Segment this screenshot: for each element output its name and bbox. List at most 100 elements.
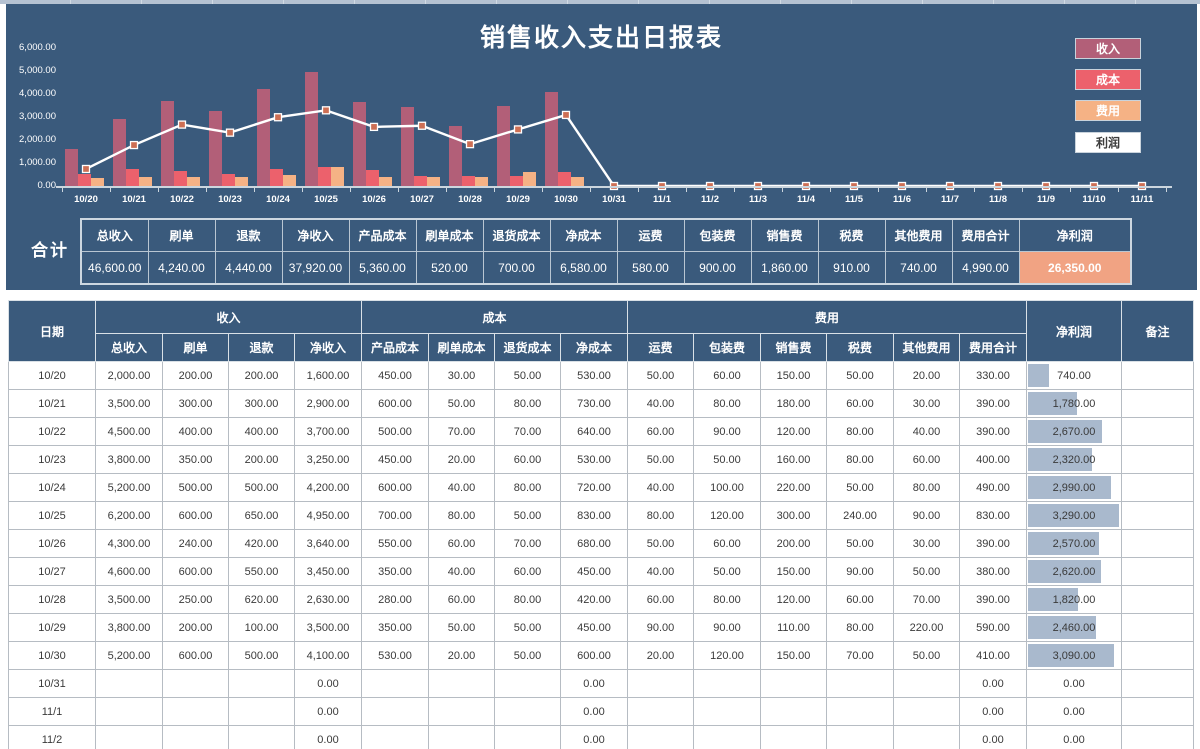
row-date-cell[interactable]: 10/31 bbox=[8, 669, 96, 698]
table-cell[interactable] bbox=[162, 669, 229, 698]
table-cell[interactable]: 0.00 bbox=[560, 725, 628, 749]
table-cell[interactable] bbox=[893, 669, 960, 698]
totals-value-cell[interactable]: 900.00 bbox=[683, 251, 752, 285]
table-cell[interactable]: 600.00 bbox=[162, 641, 229, 670]
column-subheader[interactable]: 刷单 bbox=[162, 333, 229, 362]
table-cell[interactable]: 120.00 bbox=[760, 585, 827, 614]
net-profit-cell[interactable]: 3,090.00 bbox=[1026, 641, 1122, 670]
table-cell[interactable]: 60.00 bbox=[826, 389, 894, 418]
table-cell[interactable]: 3,450.00 bbox=[294, 557, 362, 586]
table-cell[interactable] bbox=[627, 669, 694, 698]
totals-header-cell[interactable]: 运费 bbox=[616, 218, 685, 252]
table-cell[interactable]: 50.00 bbox=[693, 445, 761, 474]
row-date-cell[interactable]: 10/26 bbox=[8, 529, 96, 558]
row-date-cell[interactable]: 10/21 bbox=[8, 389, 96, 418]
table-cell[interactable]: 90.00 bbox=[893, 501, 960, 530]
table-cell[interactable]: 2,000.00 bbox=[95, 361, 163, 390]
table-cell[interactable]: 50.00 bbox=[693, 557, 761, 586]
table-cell[interactable] bbox=[494, 697, 561, 726]
table-cell[interactable] bbox=[228, 725, 295, 749]
column-group-header[interactable]: 收入 bbox=[95, 300, 362, 334]
table-cell[interactable]: 180.00 bbox=[760, 389, 827, 418]
row-date-cell[interactable]: 10/20 bbox=[8, 361, 96, 390]
table-cell[interactable]: 6,200.00 bbox=[95, 501, 163, 530]
table-cell[interactable]: 20.00 bbox=[627, 641, 694, 670]
row-date-cell[interactable]: 11/2 bbox=[8, 725, 96, 749]
remark-cell[interactable] bbox=[1121, 445, 1194, 474]
table-cell[interactable]: 80.00 bbox=[693, 585, 761, 614]
totals-value-cell[interactable]: 46,600.00 bbox=[80, 251, 149, 285]
table-cell[interactable]: 3,640.00 bbox=[294, 529, 362, 558]
table-cell[interactable]: 530.00 bbox=[560, 361, 628, 390]
totals-header-cell[interactable]: 净利润 bbox=[1018, 218, 1132, 252]
table-cell[interactable]: 80.00 bbox=[428, 501, 495, 530]
table-cell[interactable]: 40.00 bbox=[893, 417, 960, 446]
table-cell[interactable]: 40.00 bbox=[627, 389, 694, 418]
table-cell[interactable]: 100.00 bbox=[228, 613, 295, 642]
totals-header-cell[interactable]: 净成本 bbox=[549, 218, 618, 252]
column-subheader[interactable]: 包装费 bbox=[693, 333, 761, 362]
totals-header-cell[interactable]: 退款 bbox=[214, 218, 283, 252]
table-cell[interactable]: 390.00 bbox=[959, 585, 1027, 614]
table-cell[interactable]: 600.00 bbox=[162, 501, 229, 530]
table-cell[interactable]: 240.00 bbox=[826, 501, 894, 530]
totals-value-cell[interactable]: 910.00 bbox=[817, 251, 886, 285]
net-profit-cell[interactable]: 2,620.00 bbox=[1026, 557, 1122, 586]
totals-header-cell[interactable]: 净收入 bbox=[281, 218, 350, 252]
column-group-header[interactable]: 费用 bbox=[627, 300, 1027, 334]
table-cell[interactable]: 3,250.00 bbox=[294, 445, 362, 474]
table-cell[interactable] bbox=[826, 697, 894, 726]
table-cell[interactable]: 90.00 bbox=[693, 613, 761, 642]
table-cell[interactable]: 80.00 bbox=[893, 473, 960, 502]
table-cell[interactable]: 0.00 bbox=[294, 725, 362, 749]
legend-利润-button[interactable]: 利润 bbox=[1075, 132, 1141, 153]
table-cell[interactable] bbox=[826, 725, 894, 749]
table-cell[interactable] bbox=[361, 697, 429, 726]
totals-value-cell[interactable]: 700.00 bbox=[482, 251, 551, 285]
remark-cell[interactable] bbox=[1121, 585, 1194, 614]
net-profit-cell[interactable]: 0.00 bbox=[1026, 697, 1122, 726]
table-cell[interactable]: 30.00 bbox=[428, 361, 495, 390]
table-cell[interactable]: 730.00 bbox=[560, 389, 628, 418]
table-cell[interactable]: 500.00 bbox=[228, 641, 295, 670]
table-cell[interactable]: 50.00 bbox=[494, 613, 561, 642]
table-cell[interactable]: 80.00 bbox=[826, 417, 894, 446]
net-profit-cell[interactable]: 740.00 bbox=[1026, 361, 1122, 390]
table-cell[interactable]: 60.00 bbox=[627, 417, 694, 446]
totals-value-cell[interactable]: 26,350.00 bbox=[1018, 251, 1132, 285]
table-cell[interactable] bbox=[760, 697, 827, 726]
table-cell[interactable]: 50.00 bbox=[494, 361, 561, 390]
table-cell[interactable] bbox=[494, 725, 561, 749]
table-cell[interactable]: 5,200.00 bbox=[95, 641, 163, 670]
remark-cell[interactable] bbox=[1121, 557, 1194, 586]
table-cell[interactable]: 160.00 bbox=[760, 445, 827, 474]
table-cell[interactable]: 60.00 bbox=[826, 585, 894, 614]
table-cell[interactable]: 530.00 bbox=[361, 641, 429, 670]
table-cell[interactable]: 410.00 bbox=[959, 641, 1027, 670]
table-cell[interactable]: 0.00 bbox=[959, 697, 1027, 726]
table-cell[interactable]: 30.00 bbox=[893, 529, 960, 558]
table-cell[interactable]: 550.00 bbox=[361, 529, 429, 558]
row-date-cell[interactable]: 10/24 bbox=[8, 473, 96, 502]
totals-header-cell[interactable]: 产品成本 bbox=[348, 218, 417, 252]
net-profit-cell[interactable]: 0.00 bbox=[1026, 725, 1122, 749]
table-cell[interactable]: 280.00 bbox=[361, 585, 429, 614]
column-subheader[interactable]: 退货成本 bbox=[494, 333, 561, 362]
table-cell[interactable] bbox=[693, 669, 761, 698]
table-cell[interactable]: 350.00 bbox=[361, 613, 429, 642]
legend-收入-button[interactable]: 收入 bbox=[1075, 38, 1141, 59]
row-date-cell[interactable]: 11/1 bbox=[8, 697, 96, 726]
table-cell[interactable]: 550.00 bbox=[228, 557, 295, 586]
table-cell[interactable] bbox=[627, 725, 694, 749]
table-cell[interactable]: 450.00 bbox=[560, 613, 628, 642]
table-cell[interactable]: 80.00 bbox=[826, 445, 894, 474]
table-cell[interactable]: 4,950.00 bbox=[294, 501, 362, 530]
table-cell[interactable]: 4,200.00 bbox=[294, 473, 362, 502]
table-cell[interactable]: 40.00 bbox=[627, 557, 694, 586]
row-date-cell[interactable]: 10/25 bbox=[8, 501, 96, 530]
table-cell[interactable]: 50.00 bbox=[627, 361, 694, 390]
table-cell[interactable] bbox=[95, 725, 163, 749]
table-cell[interactable] bbox=[627, 697, 694, 726]
table-cell[interactable]: 200.00 bbox=[228, 445, 295, 474]
table-cell[interactable]: 70.00 bbox=[494, 417, 561, 446]
